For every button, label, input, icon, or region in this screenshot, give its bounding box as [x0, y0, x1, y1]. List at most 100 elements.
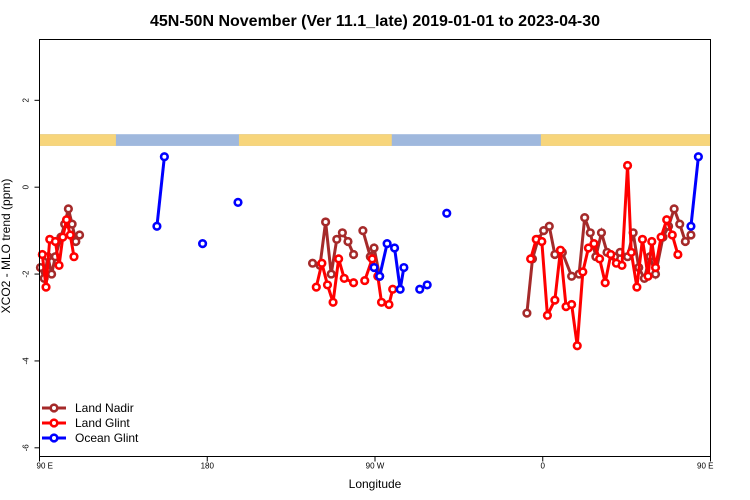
data-point — [367, 254, 377, 264]
data-point — [686, 221, 696, 231]
data-point — [567, 271, 577, 281]
data-point — [622, 160, 633, 171]
x-tick-label: 90 E — [37, 462, 53, 471]
data-point — [399, 262, 409, 273]
data-point — [311, 282, 321, 292]
data-point — [369, 243, 379, 253]
data-point — [348, 249, 359, 260]
data-point — [422, 280, 432, 290]
data-point — [686, 230, 696, 240]
y-axis: 2 0 -2 -4 -6 — [22, 98, 40, 452]
data-point — [656, 232, 666, 242]
data-point — [680, 236, 690, 247]
data-point — [69, 252, 79, 262]
data-point — [600, 278, 610, 288]
y-axis-label: XCO2 - MLO trend (ppm) — [0, 179, 13, 314]
x-tick-label: 90 W — [366, 462, 385, 471]
data-point — [328, 297, 338, 307]
legend-marker — [49, 403, 59, 413]
data-point — [376, 297, 387, 307]
data-point — [578, 267, 588, 277]
data-point — [650, 262, 661, 273]
data-point — [382, 239, 392, 249]
series-ocean-glint — [152, 152, 703, 294]
data-point — [388, 284, 398, 294]
data-point — [61, 215, 72, 225]
data-point — [384, 299, 394, 310]
data-point — [63, 204, 73, 214]
x-tick-label: 0 — [541, 462, 546, 471]
data-point — [326, 269, 336, 279]
data-point — [159, 152, 169, 162]
data-point — [589, 239, 599, 249]
data-point — [643, 271, 653, 281]
y-tick-label: -2 — [22, 270, 31, 278]
series-land-glint — [37, 160, 683, 351]
data-point — [606, 249, 616, 260]
data-point — [522, 308, 532, 318]
data-point — [632, 282, 642, 292]
series-line — [689, 156, 700, 227]
legend-label: Land Nadir — [75, 401, 134, 415]
data-point — [594, 254, 605, 264]
data-point — [550, 295, 560, 305]
y-tick-label: -6 — [22, 444, 31, 452]
data-point — [369, 262, 379, 273]
data-point — [647, 236, 657, 247]
data-point — [567, 299, 577, 310]
data-point — [65, 230, 75, 240]
land-band-segment — [39, 134, 116, 146]
data-point — [322, 280, 333, 290]
data-point — [585, 228, 595, 238]
data-point — [339, 273, 349, 284]
data-point — [442, 208, 452, 218]
data-point — [544, 221, 554, 231]
series-line — [155, 156, 166, 227]
data-point — [197, 239, 208, 249]
land-band-segment — [238, 134, 392, 146]
data-point — [389, 243, 400, 253]
data-point — [675, 219, 685, 229]
data-point — [580, 212, 590, 223]
data-point — [337, 228, 347, 238]
data-point — [693, 152, 703, 162]
data-point — [526, 254, 536, 264]
data-point — [321, 217, 331, 227]
data-point — [233, 197, 243, 207]
legend-label: Land Glint — [75, 416, 130, 430]
x-tick-label: 90 E — [697, 462, 713, 471]
legend-marker — [49, 418, 59, 428]
legend-label: Ocean Glint — [75, 431, 139, 445]
y-tick-label: 0 — [22, 184, 31, 189]
data-point — [662, 215, 672, 225]
legend-marker — [49, 433, 59, 443]
land-ocean-band — [39, 134, 711, 146]
series-line — [361, 230, 382, 277]
data-point — [74, 230, 85, 240]
data-point — [596, 228, 607, 238]
data-point — [41, 282, 51, 292]
data-point — [334, 254, 344, 264]
x-axis-label: Longitude — [349, 477, 402, 491]
data-point — [617, 260, 627, 270]
data-point — [54, 260, 64, 270]
legend-item-land-glint: Land Glint — [42, 416, 130, 430]
series-line — [529, 165, 680, 346]
data-point — [37, 249, 47, 260]
data-point — [307, 258, 318, 268]
data-point — [667, 230, 677, 240]
data-point — [537, 236, 547, 247]
series-layer — [35, 152, 703, 351]
data-point — [572, 341, 582, 351]
y-tick-label: 2 — [22, 98, 31, 103]
land-band-segment — [540, 134, 711, 146]
data-point — [348, 278, 359, 288]
data-point — [332, 234, 342, 244]
data-point — [626, 247, 636, 257]
data-point — [152, 221, 162, 231]
data-point — [637, 234, 648, 244]
data-point — [360, 275, 370, 286]
legend-item-land-nadir: Land Nadir — [42, 401, 134, 415]
data-point — [375, 271, 385, 281]
